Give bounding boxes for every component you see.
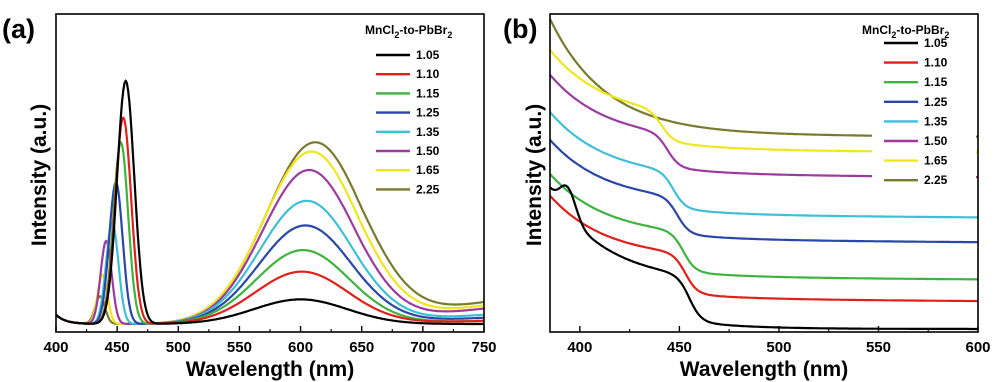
- legend-label-1.10: 1.10: [416, 67, 440, 81]
- series-line-1.15: [55, 141, 484, 325]
- panel-a-x-axis-title: Wavelength (nm): [186, 358, 354, 381]
- legend-label-1.35: 1.35: [416, 125, 440, 139]
- legend-label-1.50: 1.50: [416, 144, 440, 158]
- panel-a-y-axis-title: Intensity (a.u.): [28, 104, 51, 246]
- x-tick-label: 450: [105, 339, 130, 356]
- series-line-1.25: [55, 181, 484, 325]
- series-line-1.65: [55, 150, 485, 325]
- x-tick-label: 650: [349, 339, 374, 356]
- x-tick-label: 450: [667, 339, 692, 356]
- panel-b-frame: [549, 13, 979, 333]
- x-tick-label: 400: [43, 339, 68, 356]
- x-tick-label: 550: [227, 339, 252, 356]
- x-tick-label: 500: [766, 339, 791, 356]
- panel-b-x-ticks: 400 450 500 550 600: [567, 326, 991, 356]
- panel-b-label: (b): [503, 14, 537, 44]
- series-line-1.05: [55, 79, 484, 326]
- panel-b-plot-area: [549, 18, 978, 331]
- legend-label-2.25: 2.25: [416, 182, 440, 196]
- legend-label-1.25: 1.25: [416, 106, 440, 120]
- panel-a-label: (a): [2, 14, 35, 44]
- x-tick-label: 750: [471, 339, 496, 356]
- legend-label-1.25: 1.25: [924, 95, 948, 109]
- x-tick-label: 550: [866, 339, 891, 356]
- panel-a-legend: MnCl2-to-PbBr2 1.05 1.10 1.15 1.25 1.35 1.50 1…: [365, 23, 452, 196]
- legend-label-2.25: 2.25: [924, 173, 948, 187]
- panel-a-plot-area: [55, 79, 485, 326]
- series-line-1.05: [549, 184, 978, 331]
- x-tick-label: 500: [166, 339, 191, 356]
- x-tick-label: 600: [288, 339, 313, 356]
- series-line-1.10: [55, 116, 484, 325]
- panel-a: (a) 400 450 500 550 600 650 700 750 Wavelength …: [2, 13, 497, 381]
- legend-label-1.15: 1.15: [416, 86, 440, 100]
- x-tick-label: 700: [410, 339, 435, 356]
- series-line-1.35: [55, 199, 485, 325]
- legend-label-1.05: 1.05: [924, 36, 948, 50]
- series-line-1.35: [549, 111, 978, 219]
- panel-a-x-ticks: 400 450 500 550 600 650 700 750: [43, 326, 497, 356]
- x-tick-label: 400: [567, 339, 592, 356]
- legend-label-1.50: 1.50: [924, 134, 948, 148]
- series-line-1.25: [549, 139, 978, 244]
- legend-label-1.65: 1.65: [924, 154, 948, 168]
- panel-b: (b) 400 450 500 550 600 Wavelength (nm) Inte…: [503, 13, 991, 381]
- panel-b-legend-title: MnCl2-to-PbBr2: [862, 23, 949, 40]
- legend-label-1.05: 1.05: [416, 48, 440, 62]
- legend-label-1.65: 1.65: [416, 163, 440, 177]
- panel-b-y-axis-title: Intensity (a.u.): [523, 104, 546, 246]
- panel-b-legend: MnCl2-to-PbBr2 1.05 1.10 1.15 1.25 1.35 1.50 1…: [862, 18, 976, 194]
- panel-a-legend-title: MnCl2-to-PbBr2: [365, 23, 452, 40]
- legend-label-1.15: 1.15: [924, 75, 948, 89]
- legend-background: [872, 18, 976, 194]
- legend-label-1.10: 1.10: [924, 56, 948, 70]
- x-tick-label: 600: [965, 339, 990, 356]
- series-line-1.10: [549, 194, 978, 303]
- panel-b-x-axis-title: Wavelength (nm): [680, 358, 848, 381]
- legend-label-1.35: 1.35: [924, 114, 948, 128]
- series-line-1.50: [55, 168, 485, 325]
- series-line-1.15: [549, 173, 978, 281]
